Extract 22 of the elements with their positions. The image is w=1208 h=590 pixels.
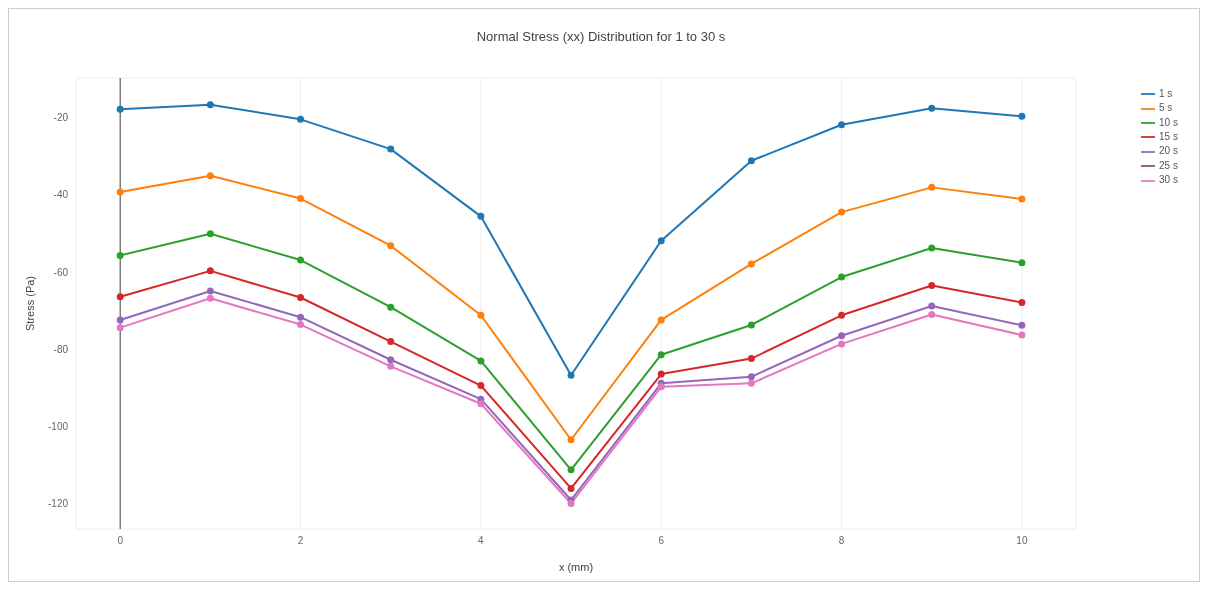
legend-label: 25 s bbox=[1159, 159, 1178, 171]
y-tick-label: -40 bbox=[53, 189, 69, 201]
y-tick-label: -100 bbox=[47, 421, 69, 433]
x-tick-label: 6 bbox=[658, 535, 665, 547]
x-tick-label: 4 bbox=[478, 535, 485, 547]
x-tick-label: 0 bbox=[117, 535, 124, 547]
legend-label: 1 s bbox=[1159, 88, 1173, 99]
y-tick-label: -60 bbox=[53, 266, 69, 278]
y-axis-title: Stress (Pa) bbox=[23, 275, 36, 332]
legend-label: 30 s bbox=[1159, 174, 1178, 186]
y-tick-label: -80 bbox=[53, 343, 69, 355]
y-tick-label: -120 bbox=[47, 498, 69, 510]
x-axis-title: x (mm) bbox=[558, 561, 594, 573]
legend-label: 5 s bbox=[1159, 102, 1173, 114]
legend-label: 10 s bbox=[1159, 116, 1178, 128]
x-tick-label: 10 bbox=[1016, 535, 1028, 547]
y-tick-label: -20 bbox=[53, 111, 69, 123]
legend-label: 20 s bbox=[1159, 145, 1178, 157]
legend-label: 15 s bbox=[1159, 131, 1178, 143]
x-tick-label: 8 bbox=[838, 535, 845, 547]
x-tick-label: 2 bbox=[297, 535, 304, 547]
chart-title: Normal Stress (xx) Distribution for 1 to 30 s bbox=[475, 29, 727, 44]
